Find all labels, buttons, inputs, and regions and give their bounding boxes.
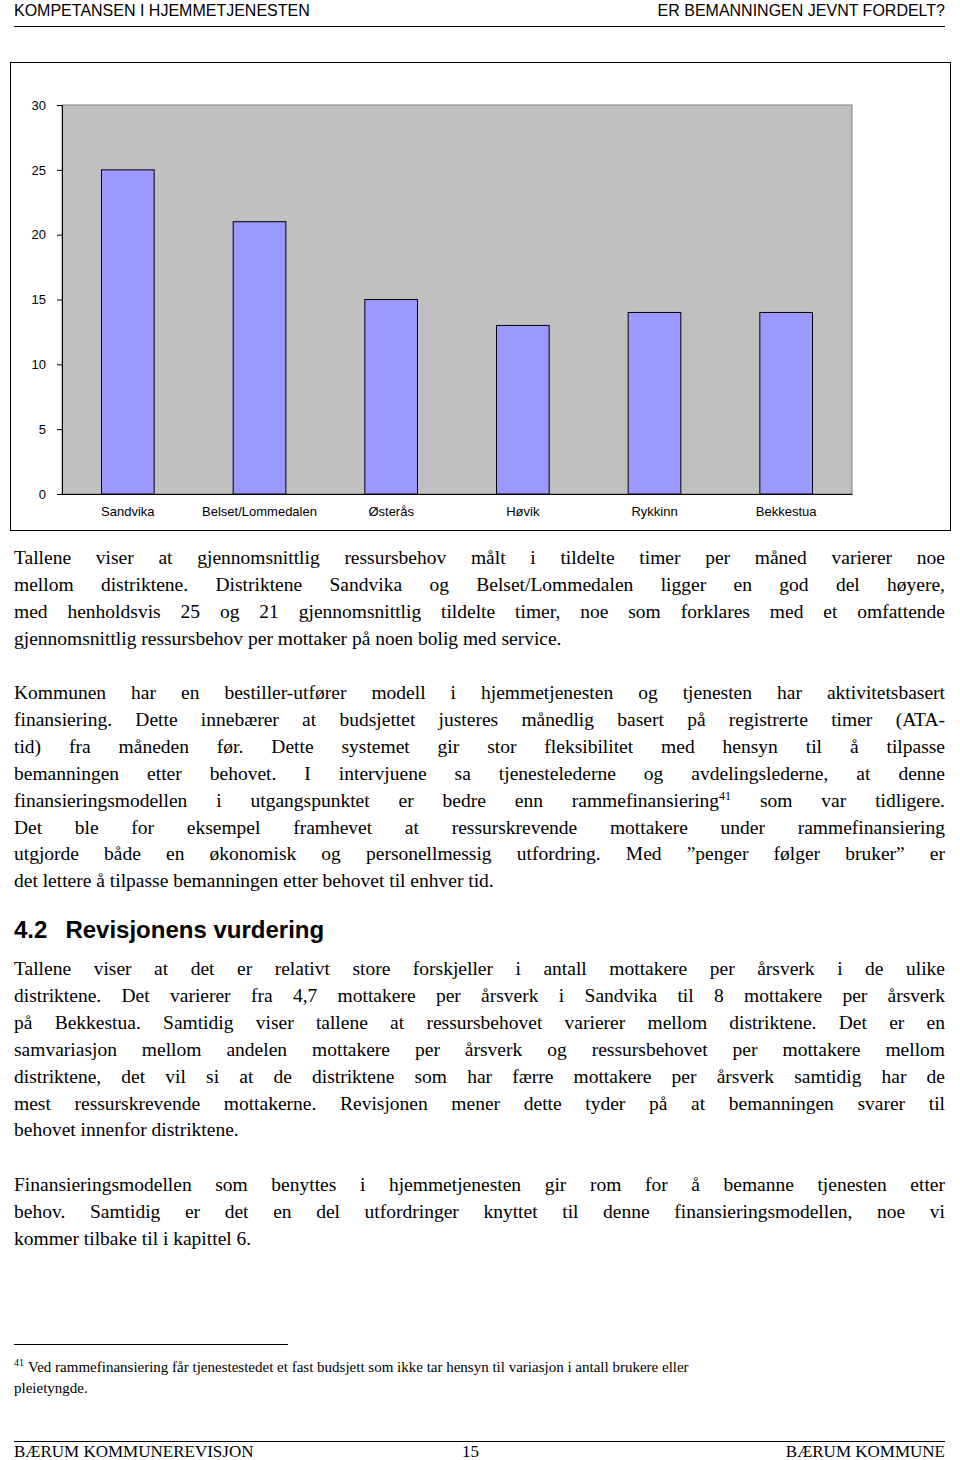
footer-rule (14, 1441, 945, 1442)
plot-area (62, 105, 852, 494)
y-tick: 15 (32, 292, 62, 307)
footer-right: BÆRUM KOMMUNE (786, 1442, 945, 1460)
x-tick: Belset/Lommedalen (202, 494, 317, 519)
text-segment: finansieringsmodellen i utgangspunktet e… (14, 790, 719, 811)
heading-number: 4.2 (14, 916, 47, 943)
footnote-ref: 41 (719, 788, 731, 802)
x-tick-label: Sandvika (101, 504, 155, 519)
bar (233, 222, 286, 494)
footnote-line: 41 Ved rammefinansiering får tjenestested… (14, 1357, 689, 1377)
footnote-line: pleietyngde. (14, 1378, 88, 1398)
x-tick-label: Rykkinn (631, 504, 677, 519)
text-line: Tallene viser at det er relativt store f… (14, 956, 945, 982)
heading-title: Revisjonens vurdering (65, 916, 324, 943)
bar (760, 312, 813, 494)
chart: 0 5 10 15 20 25 30 Sandvika Belset/Lommedalen Øst… (0, 0, 960, 540)
y-tick-mark (57, 235, 62, 236)
text-line: mest ressurskrevende mottakerne. Revisjo… (14, 1091, 945, 1117)
x-tick: Rykkinn (631, 494, 677, 519)
footer-center: 15 (462, 1442, 479, 1460)
bars (102, 170, 813, 494)
footer-left: BÆRUM KOMMUNEREVISJON (14, 1442, 253, 1460)
y-tick-label: 25 (32, 162, 46, 177)
text-line: finansiering. Dette innebærer at budsjet… (14, 707, 945, 733)
x-tick-label: Høvik (506, 504, 540, 519)
y-tick: 20 (32, 227, 62, 242)
x-tick: Sandvika (101, 494, 155, 519)
x-tick-label: Bekkestua (756, 504, 817, 519)
x-tick: Høvik (506, 494, 540, 519)
y-tick-mark (57, 300, 62, 301)
text-line: det lettere å tilpasse bemanningen etter… (14, 868, 945, 894)
x-tick: Bekkestua (756, 494, 817, 519)
y-tick: 0 (39, 487, 62, 502)
text-line: behovet innenfor distriktene. (14, 1117, 945, 1143)
text-line: distriktene, det vil si at de distrikten… (14, 1064, 945, 1090)
text-line: finansieringsmodellen i utgangspunktet e… (14, 788, 945, 814)
footnote-mark: 41 (14, 1357, 24, 1368)
bar (102, 170, 155, 494)
text-segment: som var tidligere. (731, 790, 945, 811)
text-line: kommer tilbake til i kapittel 6. (14, 1226, 945, 1252)
text-line: Kommunen har en bestiller-utfører modell… (14, 680, 945, 706)
y-tick-label: 0 (39, 487, 46, 502)
y-tick: 25 (32, 162, 62, 177)
footnote-rule (14, 1344, 288, 1345)
y-tick-mark (57, 364, 62, 365)
heading: 4.2 Revisjonens vurdering (14, 915, 324, 945)
header-left: KOMPETANSEN I HJEMMETJENESTEN (14, 2, 310, 20)
y-axis: 0 5 10 15 20 25 30 (32, 98, 63, 502)
text-line: mellom distriktene. Distriktene Sandvika… (14, 572, 945, 598)
text-line: samvariasjon mellom andelen mottakere pe… (14, 1037, 945, 1063)
chart-frame (11, 63, 951, 531)
header-rule (14, 26, 945, 27)
y-tick: 5 (39, 422, 62, 437)
text-line: gjennomsnittlig ressursbehov per mottake… (14, 626, 945, 652)
header-right: ER BEMANNINGEN JEVNT FORDELT? (658, 2, 945, 20)
text-line: bemanningen etter behovet. I intervjuene… (14, 761, 945, 787)
y-tick: 30 (32, 98, 62, 113)
text-line: Tallene viser at gjennomsnittlig ressurs… (14, 545, 945, 571)
x-axis: Sandvika Belset/Lommedalen Østerås Høvik Ryk… (63, 494, 853, 519)
text-line: distriktene. Det varierer fra 4,7 mottak… (14, 983, 945, 1009)
text-line: tid) fra måneden før. Dette systemet gir… (14, 734, 945, 760)
y-tick-label: 20 (32, 227, 46, 242)
y-tick-label: 15 (32, 292, 46, 307)
y-tick-mark (57, 105, 62, 106)
y-tick-label: 30 (32, 98, 46, 113)
text-line: behov. Samtidig er det en del utfordring… (14, 1199, 945, 1225)
y-tick-label: 5 (39, 422, 46, 437)
bar (628, 312, 681, 494)
footnote-text: Ved rammefinansiering får tjenestestedet… (28, 1359, 689, 1375)
y-tick-mark (57, 170, 62, 171)
text-line: Det ble for eksempel framhevet at ressur… (14, 815, 945, 841)
y-tick-mark (57, 429, 62, 430)
y-axis-line (57, 106, 63, 495)
page: KOMPETANSEN I HJEMMETJENESTEN ER BEMANNIN… (0, 0, 960, 1460)
text-line: utgjorde både en økonomisk og personellm… (14, 841, 945, 867)
y-tick-mark (57, 494, 62, 495)
text-line: med henholdsvis 25 og 21 gjennomsnittlig… (14, 599, 945, 625)
x-tick: Østerås (368, 494, 414, 519)
bar (365, 300, 418, 495)
text-line: Finansieringsmodellen som benyttes i hje… (14, 1172, 945, 1198)
text-line: på Bekkestua. Samtidig viser tallene at … (14, 1010, 945, 1036)
y-tick: 10 (32, 357, 62, 372)
x-tick-label: Østerås (368, 504, 414, 519)
x-axis-line (63, 494, 853, 495)
y-tick-label: 10 (32, 357, 46, 372)
bar (497, 325, 550, 494)
x-tick-label: Belset/Lommedalen (202, 504, 317, 519)
